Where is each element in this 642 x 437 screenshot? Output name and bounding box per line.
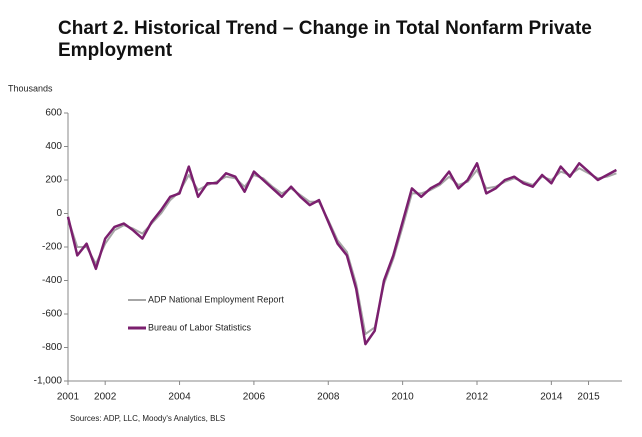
legend-label: Bureau of Labor Statistics [148, 322, 252, 332]
series-line [67, 167, 617, 336]
x-tick-label: 2002 [94, 392, 117, 403]
y-tick-label: 0 [56, 208, 62, 219]
x-tick-label: 2004 [168, 392, 191, 403]
x-tick-label: 2001 [57, 392, 80, 403]
y-tick-label: 400 [45, 141, 62, 152]
x-tick-label: 2012 [466, 392, 489, 403]
source: Sources: ADP, LLC, Moody's Analytics, BL… [70, 414, 225, 423]
x-tick-label: 2008 [317, 392, 340, 403]
legend-label: ADP National Employment Report [148, 294, 284, 304]
x-tick-label: 2015 [577, 392, 600, 403]
y-tick-label: -600 [42, 309, 62, 320]
y-tick-label: 600 [45, 108, 62, 119]
x-tick-label: 2010 [392, 392, 415, 403]
y-axis-label: Thousands [8, 83, 53, 93]
y-tick-label: -1,000 [34, 376, 63, 387]
x-tick-label: 2014 [540, 392, 563, 403]
x-tick-label: 2006 [243, 392, 266, 403]
chart-title: Chart 2. Historical Trend – Change in To… [58, 18, 592, 61]
y-tick-label: -200 [42, 242, 62, 253]
y-tick-label: -800 [42, 342, 62, 353]
y-tick-label: 200 [45, 175, 62, 186]
series-line [66, 162, 617, 346]
y-tick-label: -400 [42, 275, 62, 286]
